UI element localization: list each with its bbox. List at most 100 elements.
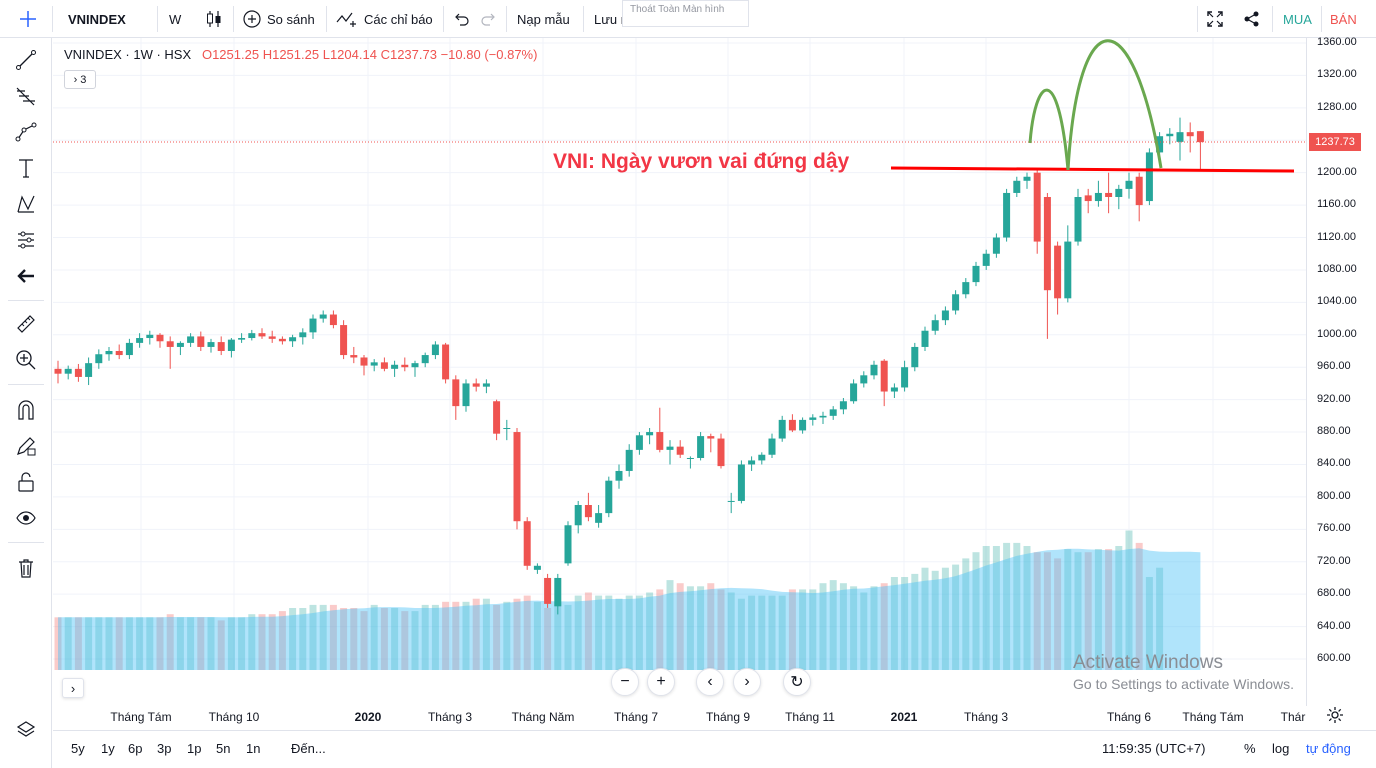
candle-body (431, 344, 439, 356)
scroll-right-button[interactable]: › (733, 668, 761, 696)
volume-bar (380, 608, 388, 670)
candle-body (146, 334, 154, 339)
scroll-left-button[interactable]: ‹ (696, 668, 724, 696)
path-icon[interactable] (12, 118, 40, 146)
redo-icon[interactable] (480, 0, 498, 38)
range-3m[interactable]: 3p (157, 741, 172, 756)
range-1y[interactable]: 1y (101, 741, 115, 756)
share-icon[interactable] (1243, 0, 1261, 38)
chart-grid (53, 38, 1306, 670)
range-1d[interactable]: 1n (246, 741, 261, 756)
volume-bar (299, 608, 307, 670)
goto-date-button[interactable]: Đến... (291, 741, 326, 756)
top-toolbar: VNINDEX W So sánh Các chỉ báo Nạp mẫu Lư… (0, 0, 1376, 38)
back-arrow-icon[interactable] (12, 262, 40, 290)
zoom-in-icon[interactable] (12, 346, 40, 374)
indicators-button[interactable]: Các chỉ báo (336, 0, 433, 38)
auto-scale-toggle[interactable]: tự động (1306, 741, 1351, 756)
load-template-button[interactable]: Nạp mẫu (517, 11, 570, 27)
candle-body (697, 436, 705, 458)
volume-bar (992, 546, 1000, 670)
time-label: Tháng 3 (963, 710, 1009, 724)
candle-body (727, 500, 735, 502)
log-toggle[interactable]: log (1272, 741, 1290, 756)
indicators-collapse-button[interactable]: › 3 (64, 70, 96, 89)
volume-bar (778, 595, 786, 670)
volume-bar (605, 595, 613, 670)
compare-button[interactable]: So sánh (243, 0, 315, 38)
range-6m[interactable]: 6p (128, 741, 143, 756)
text-tool-icon[interactable] (12, 154, 40, 182)
volume-bar (1043, 552, 1051, 670)
chevron-right-icon: › (70, 680, 76, 696)
time-label: 2021 (890, 710, 918, 724)
eye-icon[interactable] (12, 504, 40, 532)
time-label: Tháng 3 (427, 710, 473, 724)
sell-button[interactable]: BÁN (1330, 11, 1357, 27)
candle-body (95, 354, 103, 364)
interval-button[interactable]: W (169, 11, 182, 27)
candle-body (309, 318, 317, 333)
unlock-icon[interactable] (12, 468, 40, 496)
candle-body (340, 325, 348, 356)
volume-bar (1023, 546, 1031, 670)
candle-body (615, 470, 623, 481)
chart-annotation[interactable]: VNI: Ngày vươn vai đứng dậy (553, 150, 850, 173)
pattern-icon[interactable] (12, 190, 40, 218)
volume-bar (799, 589, 807, 670)
range-5d[interactable]: 5n (216, 741, 231, 756)
price-tick: 1160.00 (1317, 198, 1356, 211)
crosshair-menu-icon[interactable] (16, 0, 40, 38)
volume-bar (1156, 567, 1164, 670)
volume-bar (105, 617, 113, 670)
ruler-icon[interactable] (12, 310, 40, 338)
reset-chart-button[interactable]: ↻ (783, 668, 811, 696)
candle-body (635, 435, 643, 450)
candle-body (880, 360, 888, 392)
expand-pane-button[interactable]: › (62, 678, 84, 698)
price-tick: 1080.00 (1317, 262, 1357, 275)
time-label: Tháng 10 (208, 710, 260, 724)
volume-bar (187, 617, 195, 670)
activation-watermark-title: Activate Windows (1073, 652, 1223, 673)
undo-icon[interactable] (452, 0, 470, 38)
candle-body (676, 446, 684, 455)
range-1m[interactable]: 1p (187, 741, 202, 756)
time-label: Tháng Tám (110, 710, 172, 724)
fullscreen-icon[interactable] (1206, 0, 1224, 38)
trash-icon[interactable] (12, 554, 40, 582)
percent-toggle[interactable]: % (1244, 741, 1256, 756)
range-5y[interactable]: 5y (71, 741, 85, 756)
zoom-out-button[interactable]: − (611, 668, 639, 696)
candle-body (299, 332, 307, 338)
buy-button[interactable]: MUA (1283, 11, 1312, 27)
candle-body (248, 333, 256, 339)
volume-bar (166, 614, 174, 670)
support-line (890, 166, 1295, 173)
volume-bar (401, 611, 409, 670)
candle-body (870, 364, 878, 376)
candle-body (707, 436, 715, 439)
zoom-in-button[interactable]: + (647, 668, 675, 696)
fib-retracement-icon[interactable] (12, 82, 40, 110)
lock-draw-pencil-icon[interactable] (12, 432, 40, 460)
prediction-icon[interactable] (12, 226, 40, 254)
volume-bar (227, 617, 235, 670)
symbol-search-button[interactable]: VNINDEX (68, 11, 126, 27)
layers-icon[interactable] (12, 716, 40, 744)
chart-settings-gear-icon[interactable] (1326, 706, 1348, 728)
projection-arc-large (1066, 39, 1163, 171)
candle-body (482, 383, 490, 387)
magnet-icon[interactable] (12, 396, 40, 424)
chart-type-candles-icon[interactable] (205, 0, 223, 38)
volume-bar (350, 608, 358, 670)
candle-body (656, 432, 664, 450)
trend-line-icon[interactable] (12, 46, 40, 74)
clock[interactable]: 11:59:35 (UTC+7) (1102, 741, 1206, 756)
time-axis[interactable]: Tháng Tám Tháng 10 2020 Tháng 3 Tháng Nă… (53, 706, 1306, 730)
candle-body (74, 368, 82, 377)
price-chart[interactable] (53, 38, 1306, 670)
volume-bar (1145, 577, 1153, 670)
candle-body (360, 357, 368, 366)
volume-bar (115, 617, 123, 670)
